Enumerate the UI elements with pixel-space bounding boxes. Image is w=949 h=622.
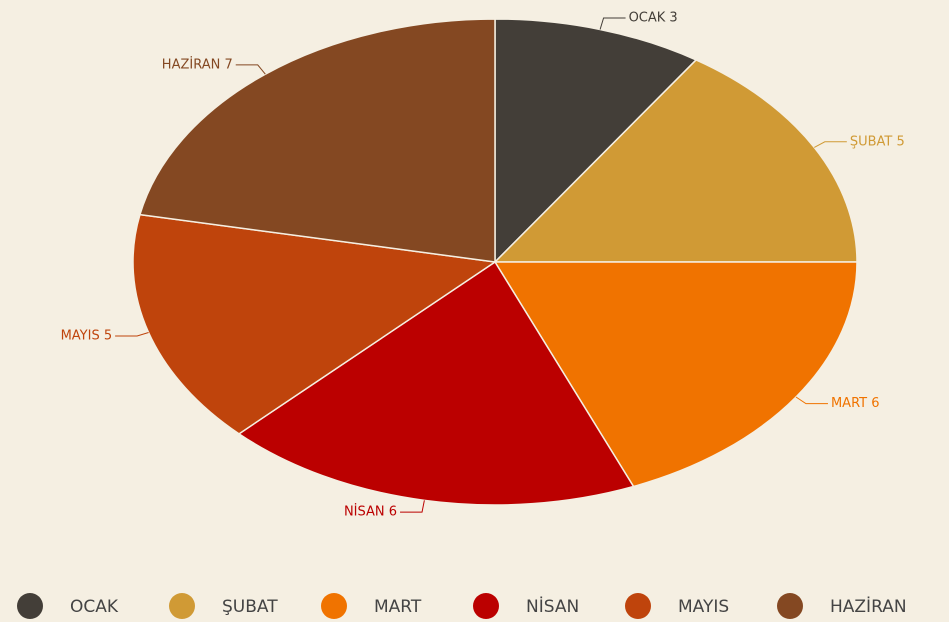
leader-line (400, 500, 425, 513)
legend-label: MAYIS (678, 597, 729, 617)
pie-slice (493, 59, 858, 263)
legend-swatch (17, 593, 43, 619)
data-label: ŞUBAT 5 (850, 134, 905, 149)
legend-swatch (777, 593, 803, 619)
data-label: NİSAN 6 (344, 504, 397, 520)
pie-slice (493, 261, 858, 488)
data-label: OCAK 3 (629, 10, 678, 25)
legend-swatch (169, 593, 195, 619)
legend-swatch (473, 593, 499, 619)
data-label: MART 6 (831, 396, 880, 411)
legend-label: OCAK (70, 597, 119, 617)
data-label: MAYIS 5 (61, 329, 113, 344)
leader-line (814, 141, 847, 148)
legend-label: HAZİRAN (830, 596, 907, 617)
legend-label: MART (374, 597, 422, 617)
pie-slice (237, 260, 635, 506)
leader-line (235, 64, 266, 75)
pie-slice (132, 213, 498, 435)
pie-slice (138, 18, 496, 263)
legend-swatch (625, 593, 651, 619)
leader-line (115, 332, 149, 337)
pie-slice (494, 18, 698, 264)
leader-line (599, 17, 626, 30)
legend-swatch (321, 593, 347, 619)
data-label: HAZİRAN 7 (162, 56, 233, 72)
legend-label: NİSAN (526, 596, 579, 617)
leader-line (795, 396, 828, 405)
legend-label: ŞUBAT (222, 597, 278, 617)
